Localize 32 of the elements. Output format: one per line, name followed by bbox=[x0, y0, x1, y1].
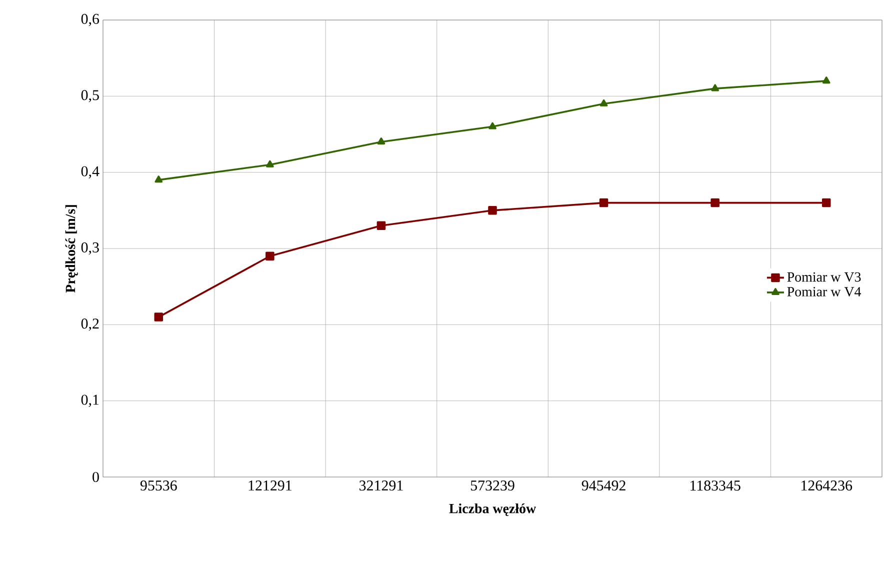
y-tick-label: 0,3 bbox=[81, 242, 99, 255]
x-tick-label: 1264236 bbox=[802, 480, 852, 491]
point bbox=[710, 198, 720, 208]
point bbox=[711, 84, 719, 92]
x-tick-label: 945492 bbox=[582, 480, 626, 491]
legend-label: Pomiar w V4 bbox=[787, 287, 862, 297]
point bbox=[822, 76, 830, 84]
y-axis-title: Prędkość [m/s] bbox=[65, 205, 78, 293]
x-tick-label: 573239 bbox=[470, 480, 514, 491]
y-tick-label: 0,5 bbox=[81, 90, 99, 102]
point bbox=[600, 99, 608, 106]
y-tick-label: 0,4 bbox=[81, 166, 100, 178]
point bbox=[376, 221, 386, 230]
point bbox=[488, 206, 497, 215]
point bbox=[377, 137, 386, 145]
x-tick-label: 321291 bbox=[360, 480, 403, 491]
y-tick-label: 0,1 bbox=[81, 394, 99, 407]
point bbox=[266, 160, 274, 168]
y-tick-label: 0,2 bbox=[81, 318, 99, 331]
y-tick-label: 0 bbox=[92, 472, 99, 482]
point bbox=[154, 312, 164, 322]
point bbox=[599, 198, 608, 208]
x-axis-title: Liczba węzłów bbox=[449, 503, 536, 516]
x-tick-label: 121291 bbox=[248, 480, 292, 491]
x-tick-label: 1183345 bbox=[690, 480, 740, 491]
point bbox=[488, 122, 496, 130]
y-tick-label: 0,6 bbox=[81, 14, 100, 26]
x-tick-label: 95536 bbox=[140, 480, 177, 491]
point bbox=[154, 176, 163, 183]
point bbox=[266, 252, 274, 261]
point bbox=[822, 198, 831, 208]
legend-label: Pomiar w V3 bbox=[787, 272, 861, 282]
